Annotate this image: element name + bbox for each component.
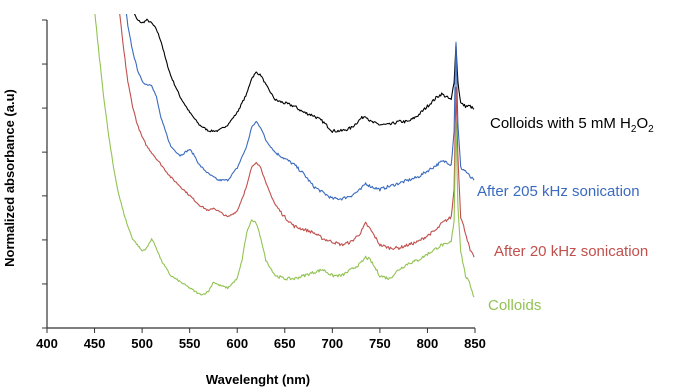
x-tick-label: 400 xyxy=(36,336,58,351)
x-tick-label: 500 xyxy=(131,336,153,351)
series-line-0 xyxy=(133,14,475,133)
series-label-0: Colloids with 5 mM H2O2 xyxy=(490,115,654,135)
series-label-3: Colloids xyxy=(488,297,541,314)
axes: 400 450 500 550 600 650 700 750 800 850 xyxy=(36,19,486,351)
x-axis-title: Wavelenght (nm) xyxy=(206,372,310,387)
x-tick-label: 450 xyxy=(84,336,106,351)
series-line-2 xyxy=(119,14,475,258)
x-tick-label: 800 xyxy=(417,336,439,351)
y-axis-title: Normalized absorbance (a.u) xyxy=(2,89,17,267)
x-tick-label: 550 xyxy=(179,336,201,351)
series-labels: Colloids with 5 mM H2O2 After 205 kHz son… xyxy=(477,115,654,314)
series-label-1: After 205 kHz sonication xyxy=(477,183,640,200)
series-line-3 xyxy=(94,14,475,298)
x-tick-label: 650 xyxy=(274,336,296,351)
x-tick-label: 700 xyxy=(321,336,343,351)
series-line-1 xyxy=(125,14,475,201)
x-tick-label: 750 xyxy=(369,336,391,351)
x-tick-label: 600 xyxy=(226,336,248,351)
x-tick-label: 850 xyxy=(464,336,486,351)
series-label-2: After 20 kHz sonication xyxy=(494,243,648,260)
series-group xyxy=(94,14,475,298)
